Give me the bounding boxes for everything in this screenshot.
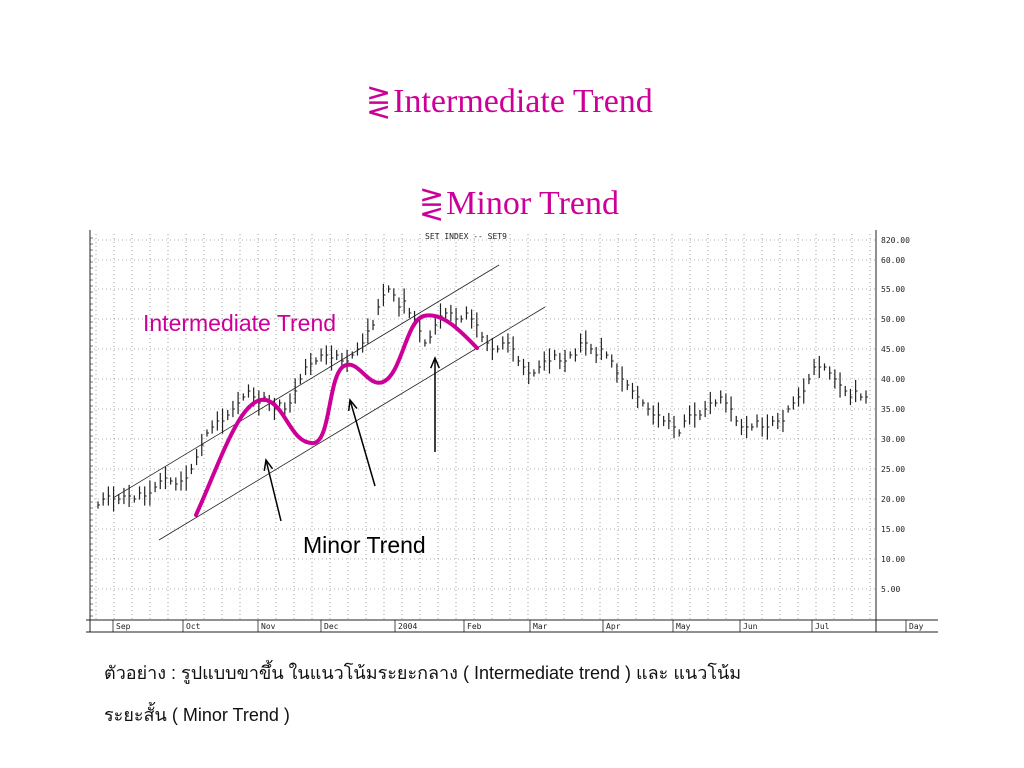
- x-tick-label: Jun: [743, 622, 758, 631]
- y-tick-label: 50.00: [881, 315, 905, 324]
- minor-trend-arrow-1-head: [263, 458, 274, 471]
- y-tick-label: 10.00: [881, 555, 905, 564]
- x-tick-label: Apr: [606, 622, 621, 631]
- x-axis-ticks: Sep Oct Nov Dec 2004 Feb Mar Apr May Jun Jul Day: [112, 620, 924, 632]
- minor-trend-arrow-2-head: [347, 398, 358, 412]
- chart-grid: [90, 234, 876, 620]
- x-tick-label: Mar: [533, 622, 548, 631]
- price-bars: [97, 283, 868, 512]
- heading-minor-trend: ⋛Minor Trend: [419, 184, 619, 225]
- y-tick-label: 30.00: [881, 435, 905, 444]
- x-tick-label: Dec: [324, 622, 339, 631]
- y-tick-label: 40.00: [881, 375, 905, 384]
- x-tick-label: Sep: [116, 622, 131, 631]
- y-tick-label: 35.00: [881, 405, 905, 414]
- stock-chart: SET INDEX -- SET9 820.00 60.00 55.00 50.00 4…: [86, 230, 938, 633]
- y-axis-ticks: 820.00 60.00 55.00 50.00 45.00 40.00 35.00 30.0…: [881, 236, 910, 594]
- minor-trend-arrow-1: [265, 459, 282, 522]
- channel-lower-line: [158, 306, 546, 541]
- heading-intermediate-trend: ⋛Intermediate Trend: [366, 82, 653, 123]
- caption-line-2: ระยะสั้น ( Minor Trend ): [104, 705, 290, 725]
- y-tick-label: 5.00: [881, 585, 900, 594]
- intermediate-trend-label: Intermediate Trend: [143, 310, 336, 336]
- y-tick-label: 55.00: [881, 285, 905, 294]
- x-tick-label: May: [676, 622, 691, 631]
- caption-line-1: ตัวอย่าง : รูปแบบขาขึ้น ในแนวโน้มระยะกลา…: [104, 663, 742, 683]
- x-tick-label: Day: [909, 622, 924, 631]
- x-tick-label: Oct: [186, 622, 201, 631]
- x-tick-label: Jul: [815, 622, 830, 631]
- channel-upper-line: [112, 264, 500, 499]
- y-tick-label: 15.00: [881, 525, 905, 534]
- y-tick-label: 820.00: [881, 236, 910, 245]
- y-tick-label: 60.00: [881, 256, 905, 265]
- chart-frame: [86, 230, 938, 633]
- y-tick-label: 25.00: [881, 465, 905, 474]
- minor-trend-label: Minor Trend: [303, 532, 426, 558]
- annotations: [194, 313, 479, 522]
- bullet-icon: ⋛: [419, 188, 445, 221]
- y-tick-label: 20.00: [881, 495, 905, 504]
- x-tick-label: Feb: [467, 622, 482, 631]
- x-tick-label: Nov: [261, 622, 276, 631]
- heading-intermediate-text: Intermediate Trend: [393, 83, 653, 120]
- minor-trend-arrow-2: [349, 399, 376, 487]
- bullet-icon: ⋛: [366, 86, 392, 119]
- trend-channel: [112, 264, 546, 541]
- minor-trend-arrow-3-head: [430, 356, 440, 369]
- heading-minor-text: Minor Trend: [446, 185, 620, 222]
- chart-title: SET INDEX -- SET9: [425, 232, 507, 241]
- y-tick-label: 45.00: [881, 345, 905, 354]
- x-tick-label: 2004: [398, 622, 417, 631]
- intermediate-trend-curve: [194, 313, 479, 517]
